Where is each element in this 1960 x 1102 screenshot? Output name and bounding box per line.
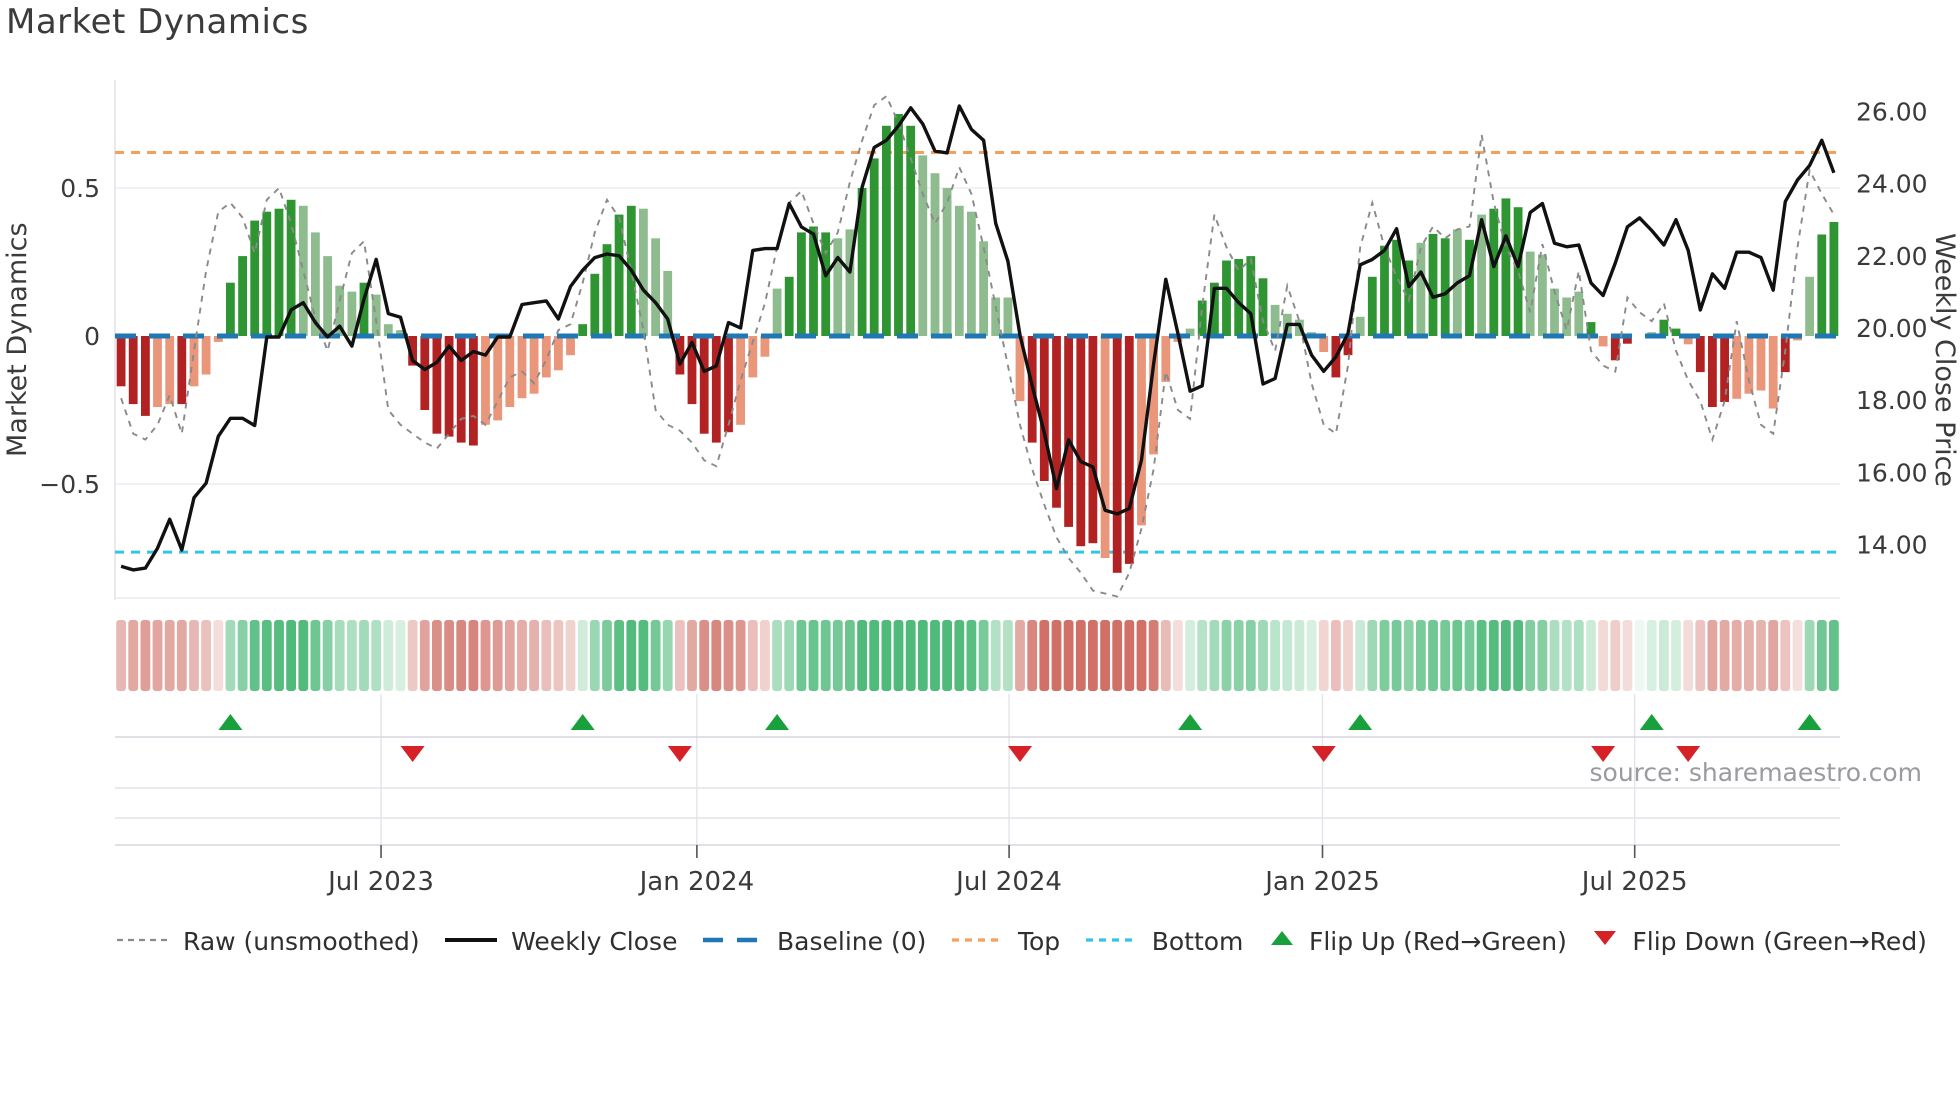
legend-item-baseline: Baseline (0) — [701, 927, 926, 956]
baseline-swatch — [701, 927, 765, 956]
legend-label-top: Top — [1017, 926, 1061, 956]
left-axis-label: Market Dynamics — [2, 222, 33, 458]
svg-text:14.00: 14.00 — [1856, 531, 1928, 560]
legend-label-baseline: Baseline (0) — [777, 926, 927, 956]
legend-item-raw: Raw (unsmoothed) — [115, 927, 420, 956]
svg-text:18.00: 18.00 — [1856, 386, 1928, 415]
svg-text:0: 0 — [84, 322, 100, 351]
heatmap-strip — [116, 620, 1839, 691]
weekly-close-line-swatch — [443, 927, 499, 956]
svg-text:16.00: 16.00 — [1856, 458, 1928, 487]
legend-item-flip-up: Flip Up (Red→Green) — [1267, 926, 1567, 956]
legend-label-flip-up: Flip Up (Red→Green) — [1308, 926, 1567, 956]
svg-text:22.00: 22.00 — [1856, 242, 1928, 271]
svg-text:24.00: 24.00 — [1856, 170, 1928, 199]
svg-text:Jan 2024: Jan 2024 — [638, 867, 755, 897]
chart-title: Market Dynamics — [6, 2, 309, 42]
svg-text:Jul 2025: Jul 2025 — [1580, 867, 1688, 897]
top-line-swatch — [950, 927, 1006, 956]
svg-text:26.00: 26.00 — [1856, 97, 1928, 126]
svg-text:−0.5: −0.5 — [39, 470, 100, 499]
svg-text:0.5: 0.5 — [60, 174, 100, 203]
legend-label-raw: Raw (unsmoothed) — [183, 926, 420, 956]
svg-text:Jan 2025: Jan 2025 — [1263, 867, 1380, 897]
svg-text:20.00: 20.00 — [1856, 314, 1928, 343]
svg-text:Jul 2023: Jul 2023 — [326, 867, 434, 897]
flip-down-markers — [400, 746, 1701, 762]
legend-label-flip-down: Flip Down (Green→Red) — [1632, 926, 1927, 956]
oscillator-bars — [116, 114, 1839, 573]
source-credit: source: sharemaestro.com — [1589, 758, 1923, 787]
bottom-line-swatch — [1084, 927, 1140, 956]
chart-legend: Raw (unsmoothed) Weekly Close Baseline (… — [115, 926, 1927, 956]
raw-line-swatch — [115, 927, 171, 956]
legend-item-top: Top — [950, 927, 1060, 956]
legend-item-weekly-close: Weekly Close — [443, 927, 677, 956]
legend-item-bottom: Bottom — [1084, 926, 1244, 956]
flip-down-triangle-icon — [1590, 926, 1620, 956]
legend-label-bottom: Bottom — [1151, 926, 1244, 956]
legend-label-weekly-close: Weekly Close — [511, 926, 678, 956]
flip-up-markers — [218, 714, 1822, 730]
raw-line — [120, 94, 1835, 598]
legend-item-flip-down: Flip Down (Green→Red) — [1590, 926, 1927, 956]
flip-up-triangle-icon — [1267, 926, 1297, 956]
right-axis-label: Weekly Close Price — [1929, 232, 1960, 488]
weekly-close-line — [120, 104, 1836, 572]
svg-text:Jul 2024: Jul 2024 — [954, 867, 1062, 897]
